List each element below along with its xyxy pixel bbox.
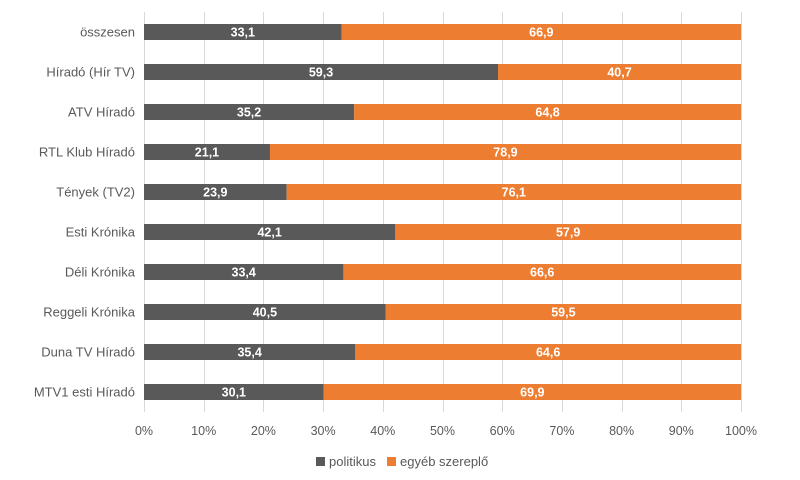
data-label: 30,1 bbox=[222, 386, 246, 400]
bar-segment-politikus bbox=[144, 104, 355, 120]
bar-segment-egyeb-szereplo bbox=[395, 224, 741, 240]
data-label: 40,5 bbox=[253, 306, 277, 320]
data-label: 78,9 bbox=[493, 146, 517, 160]
legend-swatch bbox=[316, 457, 325, 466]
category-label: ATV Híradó bbox=[68, 105, 135, 120]
data-label: 35,2 bbox=[237, 106, 261, 120]
bar-segment-egyeb-szereplo bbox=[343, 264, 741, 280]
data-label: 76,1 bbox=[502, 186, 526, 200]
data-label: 23,9 bbox=[203, 186, 227, 200]
bar-segment-egyeb-szereplo bbox=[354, 104, 741, 120]
bar-segment-politikus bbox=[144, 264, 344, 280]
bar-segment-egyeb-szereplo bbox=[498, 64, 741, 80]
category-label: Híradó (Hír TV) bbox=[46, 65, 135, 80]
data-label: 42,1 bbox=[257, 226, 281, 240]
data-label: 64,8 bbox=[535, 106, 559, 120]
legend-swatch bbox=[387, 457, 396, 466]
data-label: 35,4 bbox=[237, 346, 261, 360]
data-label: 57,9 bbox=[556, 226, 580, 240]
legend-label: politikus bbox=[329, 454, 376, 469]
x-tick-label: 0% bbox=[135, 424, 153, 438]
bar-segment-egyeb-szereplo bbox=[323, 384, 741, 400]
x-tick-label: 60% bbox=[490, 424, 515, 438]
legend-label: egyéb szereplő bbox=[400, 454, 488, 469]
x-tick-label: 90% bbox=[669, 424, 694, 438]
category-label: Déli Krónika bbox=[65, 265, 136, 280]
category-label: Duna TV Híradó bbox=[41, 345, 135, 360]
category-label: Reggeli Krónika bbox=[43, 305, 136, 320]
x-tick-label: 20% bbox=[251, 424, 276, 438]
data-label: 64,6 bbox=[536, 346, 560, 360]
bar-segment-politikus bbox=[144, 64, 499, 80]
category-label: MTV1 esti Híradó bbox=[34, 385, 135, 400]
bar-segment-egyeb-szereplo bbox=[355, 344, 741, 360]
data-label: 66,9 bbox=[529, 26, 553, 40]
x-tick-label: 30% bbox=[311, 424, 336, 438]
data-label: 66,6 bbox=[530, 266, 554, 280]
data-label: 33,1 bbox=[231, 26, 255, 40]
data-label: 69,9 bbox=[520, 386, 544, 400]
data-label: 59,3 bbox=[309, 66, 333, 80]
legend: politikus egyéb szereplő bbox=[316, 454, 488, 469]
x-tick-label: 80% bbox=[609, 424, 634, 438]
bar-segment-egyeb-szereplo bbox=[286, 184, 741, 200]
data-label: 59,5 bbox=[551, 306, 575, 320]
category-label: összesen bbox=[80, 25, 135, 40]
data-label: 40,7 bbox=[607, 66, 631, 80]
bar-segment-egyeb-szereplo bbox=[269, 144, 741, 160]
data-label: 33,4 bbox=[232, 266, 256, 280]
data-label: 21,1 bbox=[195, 146, 219, 160]
bar-segment-politikus bbox=[144, 304, 386, 320]
x-tick-label: 40% bbox=[370, 424, 395, 438]
bar-segment-politikus bbox=[144, 184, 287, 200]
x-axis-tick-labels: 0% 10% 20% 30% 40% 50% 60% 70% 80% 90% 100% bbox=[135, 424, 757, 438]
bar-segment-politikus bbox=[144, 144, 270, 160]
bar-segment-politikus bbox=[144, 344, 356, 360]
category-label: Esti Krónika bbox=[66, 225, 136, 240]
category-label: RTL Klub Híradó bbox=[39, 145, 135, 160]
bars: 33,1 66,9 59,3 40,7 35,2 64,8 21,1 78,9 23,9 76,1… bbox=[144, 24, 741, 400]
x-tick-label: 70% bbox=[549, 424, 574, 438]
x-tick-label: 50% bbox=[430, 424, 455, 438]
x-tick-label: 10% bbox=[191, 424, 216, 438]
bar-segment-egyeb-szereplo bbox=[341, 24, 741, 40]
bar-segment-politikus bbox=[144, 24, 342, 40]
category-label: Tények (TV2) bbox=[56, 185, 135, 200]
x-tick-label: 100% bbox=[725, 424, 757, 438]
category-labels: összesen Híradó (Hír TV) ATV Híradó RTL Klu… bbox=[34, 25, 136, 400]
bar-segment-politikus bbox=[144, 384, 324, 400]
bar-segment-politikus bbox=[144, 224, 396, 240]
bar-segment-egyeb-szereplo bbox=[385, 304, 741, 320]
